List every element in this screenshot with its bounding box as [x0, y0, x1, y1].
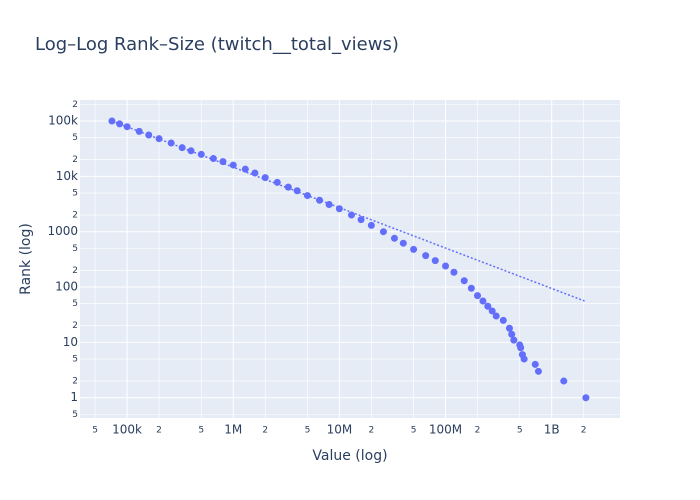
data-point	[467, 284, 475, 292]
x-tick-label: 5	[92, 426, 98, 436]
x-tick-label: 2	[262, 426, 268, 436]
data-point	[499, 316, 507, 324]
chart-title: Log–Log Rank–Size (twitch__total_views)	[35, 34, 399, 55]
data-point	[209, 155, 217, 163]
y-tick-label: 5	[72, 133, 78, 143]
data-point	[273, 178, 281, 186]
x-tick-label: 100M	[429, 423, 462, 437]
data-point	[431, 257, 439, 265]
data-point	[379, 228, 387, 236]
y-tick-label: 2	[72, 321, 78, 331]
data-point	[488, 307, 496, 315]
y-tick-label: 5	[72, 189, 78, 199]
data-point	[508, 330, 516, 338]
x-tick-label: 10M	[327, 423, 353, 437]
data-point	[284, 183, 292, 191]
data-point	[410, 245, 418, 253]
y-tick-label: 2	[72, 266, 78, 276]
y-tick-label: 1	[70, 390, 78, 404]
x-tick-label: 5	[411, 426, 417, 436]
fit-line	[111, 120, 585, 302]
data-point	[492, 312, 500, 320]
data-point	[316, 196, 324, 204]
x-tick-label: 2	[475, 426, 481, 436]
x-tick-label: 2	[581, 426, 587, 436]
data-point	[560, 377, 568, 385]
data-point	[484, 302, 492, 310]
data-point	[450, 268, 458, 276]
data-point	[520, 355, 528, 363]
x-tick-label: 1B	[544, 423, 560, 437]
x-axis-title: Value (log)	[312, 448, 387, 464]
x-tick-label: 5	[198, 426, 204, 436]
data-point	[534, 367, 542, 375]
plot-area	[80, 100, 620, 418]
data-point	[505, 324, 513, 332]
data-point	[474, 292, 482, 300]
x-tick-label: 1M	[224, 423, 242, 437]
data-point	[531, 360, 539, 368]
y-tick-label: 10k	[56, 169, 78, 183]
data-point	[347, 211, 355, 219]
data-point	[367, 221, 375, 229]
y-tick-label: 2	[72, 211, 78, 221]
data-point	[178, 144, 186, 152]
x-tick-label: 5	[517, 426, 523, 436]
y-tick-label: 5	[72, 244, 78, 254]
data-point	[517, 344, 525, 352]
data-point	[390, 234, 398, 242]
data-point	[582, 394, 590, 402]
data-point	[479, 297, 487, 305]
y-tick-label: 5	[72, 299, 78, 309]
data-point	[422, 252, 430, 260]
y-axis-title: Rank (log)	[18, 223, 34, 295]
y-tick-label: 100k	[48, 114, 78, 128]
data-point	[399, 239, 407, 247]
data-point	[251, 169, 259, 177]
y-tick-label: 5	[72, 355, 78, 365]
x-tick-label: 2	[156, 426, 162, 436]
x-tick-label: 2	[368, 426, 374, 436]
x-tick-label: 5	[305, 426, 311, 436]
data-point	[460, 277, 468, 285]
y-tick-label: 1000	[47, 224, 78, 238]
data-point	[357, 216, 365, 224]
y-tick-label: 2	[72, 377, 78, 387]
y-tick-label: 100	[55, 280, 78, 294]
data-point	[510, 336, 518, 344]
data-point	[442, 262, 450, 270]
y-tick-label: 10	[63, 335, 78, 349]
y-tick-label: 2	[72, 155, 78, 165]
x-tick-label: 100k	[112, 423, 142, 437]
data-point	[145, 131, 153, 139]
y-tick-label: 5	[72, 410, 78, 420]
y-tick-label: 2	[72, 100, 78, 110]
